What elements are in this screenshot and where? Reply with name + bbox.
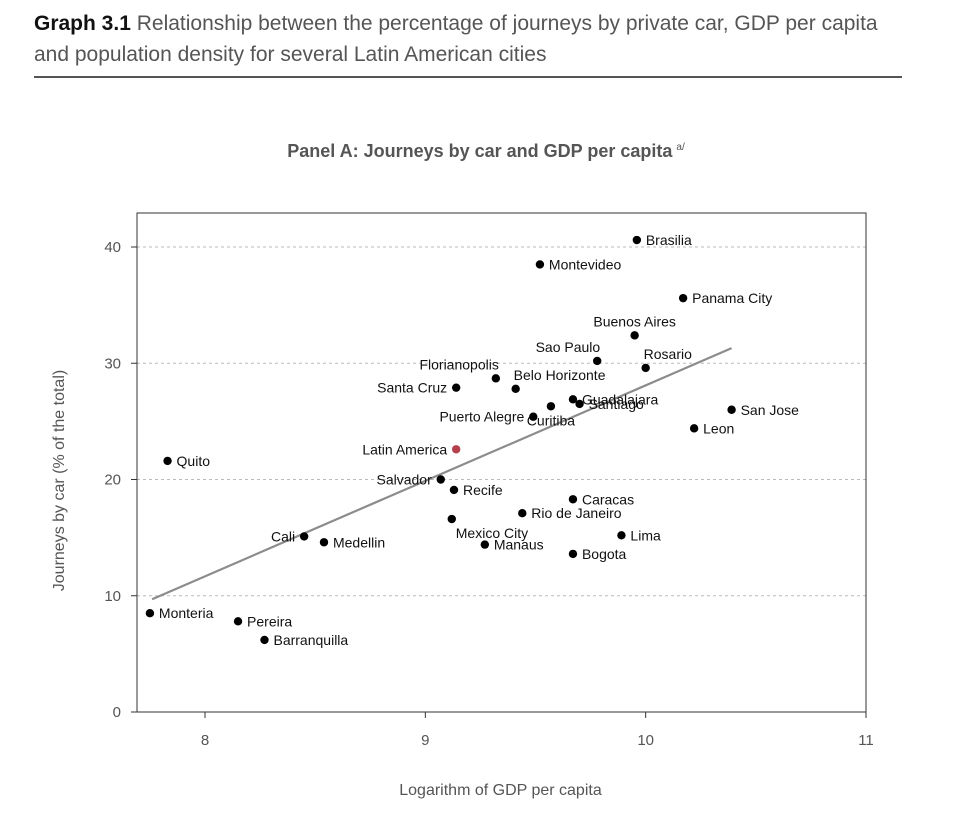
panel-title-text: Panel A: Journeys by car and GDP per cap… xyxy=(287,141,673,161)
y-tick-label: 20 xyxy=(104,472,121,489)
y-tick-label: 30 xyxy=(104,355,121,372)
point-latin-america xyxy=(451,445,461,454)
point-lima xyxy=(617,531,626,540)
point-bogota xyxy=(568,549,578,559)
point-manaus xyxy=(480,540,490,549)
point-barranquilla xyxy=(260,635,269,645)
point-label-manaus: Manaus xyxy=(494,537,544,553)
data-points: Brasilia Montevideo Panama City Buenos Aire… xyxy=(145,232,800,648)
panel-title: Panel A: Journeys by car and GDP per cap… xyxy=(0,141,972,162)
point-brasilia xyxy=(632,235,642,245)
graph-header: Graph 3.1 Relationship between the perce… xyxy=(34,8,902,70)
point-label-buenos-aires: Buenos Aires xyxy=(593,313,676,329)
point-label-lima: Lima xyxy=(630,527,661,543)
point-label-medellin: Medellin xyxy=(333,534,385,550)
point-label-latin-america: Latin America xyxy=(362,441,447,457)
point-santa-cruz xyxy=(451,383,461,392)
point-salvador xyxy=(436,475,445,484)
point-belo-horizonte xyxy=(511,384,520,394)
point-label-montevideo: Montevideo xyxy=(549,256,622,272)
point-santiago xyxy=(575,399,584,409)
point-label-salvador: Salvador xyxy=(376,472,432,488)
point-curitiba xyxy=(546,402,556,411)
point-label-barranquilla: Barranquilla xyxy=(273,632,348,648)
y-tick-label: 10 xyxy=(104,588,121,605)
plot-frame xyxy=(136,212,867,713)
point-label-panama-city: Panama City xyxy=(692,290,772,306)
point-guadalajara xyxy=(568,395,578,404)
point-label-florianopolis: Florianopolis xyxy=(419,356,498,372)
point-medellin xyxy=(319,538,329,547)
point-sao-paulo xyxy=(592,356,602,366)
point-label-rio-de-janeiro: Rio de Janeiro xyxy=(531,505,621,521)
point-leon xyxy=(689,424,699,433)
point-label-rosario: Rosario xyxy=(644,346,692,362)
graph-label: Graph 3.1 xyxy=(34,12,131,35)
gridlines xyxy=(137,246,866,597)
point-buenos-aires xyxy=(630,331,639,340)
point-label-curitiba: Curitiba xyxy=(527,412,575,428)
point-puerto-alegre xyxy=(529,412,538,421)
point-monteria xyxy=(145,608,155,618)
point-label-cali: Cali xyxy=(271,528,295,544)
y-tick-label: 40 xyxy=(104,239,121,256)
point-label-recife: Recife xyxy=(463,482,503,498)
x-tick-label: 11 xyxy=(858,732,874,749)
point-mexico-city xyxy=(447,514,456,524)
point-label-santiago: Santiago xyxy=(589,396,644,412)
point-rosario xyxy=(641,363,650,373)
graph-title-text: Relationship between the percentage of j… xyxy=(34,12,878,66)
axis-ticks: 0 10 20 30 40 8 9 10 11 xyxy=(104,239,873,749)
point-caracas xyxy=(568,495,578,504)
point-rio-de-janeiro xyxy=(518,509,527,518)
graph-title: Graph 3.1 Relationship between the perce… xyxy=(34,8,902,70)
x-tick-label: 9 xyxy=(421,732,429,749)
point-label-guadalajara: Guadalajara xyxy=(582,391,658,407)
point-label-leon: Leon xyxy=(703,420,734,436)
point-florianopolis xyxy=(491,374,501,383)
point-label-belo-horizonte: Belo Horizonte xyxy=(514,367,606,383)
point-montevideo xyxy=(535,260,545,269)
point-label-monteria: Monteria xyxy=(159,605,214,621)
point-label-mexico-city: Mexico City xyxy=(456,525,528,541)
y-axis-title: Journeys by car (% of the total) xyxy=(51,370,68,591)
point-label-santa-cruz: Santa Cruz xyxy=(377,380,447,396)
x-tick-label: 10 xyxy=(637,732,654,749)
trend-line xyxy=(151,347,733,601)
panel-note: a/ xyxy=(676,142,685,153)
point-pereira xyxy=(233,617,243,626)
point-label-bogota: Bogota xyxy=(582,546,627,562)
point-label-quito: Quito xyxy=(177,453,211,469)
point-panama-city xyxy=(678,293,688,303)
point-recife xyxy=(449,485,459,495)
point-label-caracas: Caracas xyxy=(582,491,634,507)
x-axis-title: Logarithm of GDP per capita xyxy=(399,782,602,799)
point-label-puerto-alegre: Puerto Alegre xyxy=(439,409,524,425)
point-cali xyxy=(299,532,309,541)
header-divider xyxy=(34,76,902,78)
point-san-jose xyxy=(727,405,736,414)
point-label-sao-paulo: Sao Paulo xyxy=(536,339,601,355)
point-label-brasilia: Brasilia xyxy=(646,232,692,248)
point-label-pereira: Pereira xyxy=(247,613,292,629)
x-tick-label: 8 xyxy=(201,732,209,749)
point-quito xyxy=(163,456,172,466)
y-tick-label: 0 xyxy=(113,704,121,721)
point-label-san-jose: San Jose xyxy=(741,402,800,418)
